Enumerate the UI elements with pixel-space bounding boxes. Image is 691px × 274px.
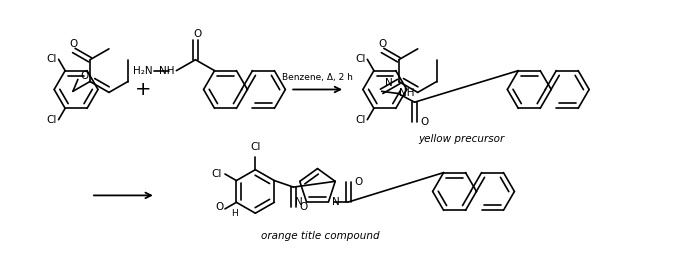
Text: Benzene, Δ, 2 h: Benzene, Δ, 2 h (282, 73, 352, 82)
Text: Cl: Cl (355, 115, 366, 125)
Text: O: O (70, 39, 78, 48)
Text: Cl: Cl (250, 142, 261, 152)
Text: Cl: Cl (211, 169, 222, 179)
Text: H₂N: H₂N (133, 66, 153, 76)
Text: O: O (193, 29, 202, 39)
Text: O: O (379, 39, 387, 48)
Text: O: O (421, 117, 428, 127)
Text: N: N (295, 197, 303, 207)
Text: yellow precursor: yellow precursor (419, 134, 504, 144)
Text: O: O (354, 178, 362, 187)
Text: NH: NH (399, 89, 415, 98)
Text: orange title compound: orange title compound (261, 231, 379, 241)
Text: +: + (135, 80, 151, 99)
Text: H: H (231, 209, 238, 218)
Text: Cl: Cl (355, 54, 366, 64)
Text: N: N (332, 197, 340, 207)
Text: NH: NH (159, 66, 174, 76)
Text: Cl: Cl (46, 115, 57, 125)
Text: O: O (81, 72, 89, 81)
Text: Cl: Cl (46, 54, 57, 64)
Text: O: O (299, 202, 307, 212)
Text: O: O (216, 202, 224, 212)
Text: N: N (385, 78, 392, 88)
